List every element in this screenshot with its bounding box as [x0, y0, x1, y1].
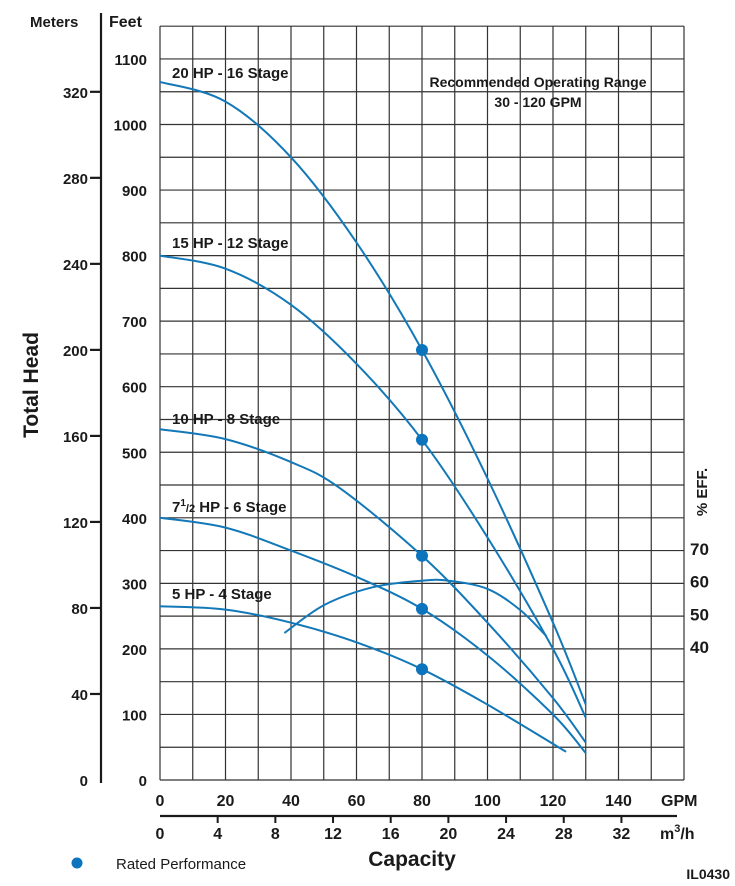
series-label-7-5hp-denominator: /2 [186, 503, 195, 515]
head-curve-1 [159, 254, 587, 719]
legend-rated-dot [71, 857, 83, 869]
meter-tick-label: 120 [63, 515, 88, 532]
gpm-tick-labels: 0 20 40 60 80 100 120 140 [156, 793, 632, 810]
head-curve-4 [159, 605, 567, 753]
efficiency-tick-label: 60 [690, 573, 709, 592]
efficiency-axis-title: % EFF. [694, 468, 711, 516]
rated-point-dot [416, 663, 428, 676]
figure-code: IL0430 [686, 866, 730, 882]
feet-tick-label: 300 [122, 576, 147, 593]
meter-tick-label: 240 [63, 257, 88, 274]
feet-tick-label: 400 [122, 511, 147, 528]
operating-range-title: Recommended Operating Range [429, 74, 646, 90]
efficiency-tick-label: 50 [690, 605, 709, 624]
feet-tick-label: 600 [122, 380, 147, 397]
m3h-unit-tail: /h [680, 826, 694, 843]
rated-point-dot [416, 549, 428, 562]
gpm-tick-label: 100 [474, 793, 501, 810]
feet-tick-label: 100 [122, 707, 147, 724]
m3h-tick-label: 28 [555, 826, 573, 843]
series-label-7-5hp-rest: HP - 6 Stage [195, 499, 286, 516]
feet-tick-label: 800 [122, 249, 147, 266]
efficiency-tick-label: 70 [690, 540, 709, 559]
m3h-tick-label: 24 [497, 826, 515, 843]
y-axis-title: Total Head [20, 332, 43, 438]
meter-tick-label: 280 [63, 171, 88, 188]
rated-points [416, 343, 428, 676]
meter-tick-label: 80 [71, 601, 88, 618]
m3h-tick-label: 4 [213, 826, 222, 843]
legend-rated-label: Rated Performance [116, 856, 246, 873]
gpm-tick-label: 0 [156, 793, 165, 810]
x-axis-title: Capacity [368, 848, 456, 871]
m3h-tick-label: 8 [271, 826, 280, 843]
gpm-tick-label: 40 [282, 793, 300, 810]
feet-tick-label: 200 [122, 642, 147, 659]
m3h-tick-labels: 0 4 8 12 16 20 24 28 32 [156, 816, 631, 843]
feet-tick-label: 500 [122, 445, 147, 462]
meter-tick-label: 0 [80, 773, 88, 790]
feet-axis-header: Feet [109, 14, 143, 31]
chart-grid [159, 25, 685, 781]
series-label-7-5hp: 71/2 HP - 6 Stage [172, 498, 287, 516]
meter-tick-label: 40 [71, 687, 88, 704]
feet-tick-label: 700 [122, 314, 147, 331]
m3h-tick-label: 32 [613, 826, 631, 843]
gpm-tick-label: 60 [348, 793, 366, 810]
efficiency-curve [283, 578, 548, 638]
gpm-tick-label: 120 [540, 793, 567, 810]
feet-tick-label: 1000 [114, 118, 147, 135]
feet-tick-label: 0 [139, 773, 147, 790]
rated-point-dot [416, 343, 428, 356]
m3h-tick-label: 12 [324, 826, 342, 843]
head-curve-0 [159, 80, 587, 705]
meter-tick-label: 160 [63, 429, 88, 446]
m3h-tick-label: 20 [439, 826, 457, 843]
feet-tick-label: 900 [122, 183, 147, 200]
operating-range-value: 30 - 120 GPM [494, 94, 581, 110]
efficiency-tick-labels: 70 60 50 40 [690, 540, 709, 657]
gpm-tick-label: 80 [413, 793, 431, 810]
feet-tick-label: 1100 [114, 52, 147, 69]
head-curve-2 [159, 428, 587, 744]
series-label-7-5hp-whole: 7 [172, 499, 180, 516]
m3h-unit-base: m [660, 826, 674, 843]
series-label-20hp: 20 HP - 16 Stage [172, 65, 288, 82]
head-curve-3 [159, 516, 587, 754]
rated-point-dot [416, 602, 428, 615]
meter-tick-label: 320 [63, 85, 88, 102]
m3h-unit-label: m3/h [660, 823, 695, 843]
m3h-unit-sup: 3 [674, 823, 680, 835]
efficiency-curve-group [283, 578, 548, 638]
efficiency-tick-label: 40 [690, 638, 709, 657]
feet-tick-labels: 0 100 200 300 400 500 600 700 800 900 1000 1100 [114, 52, 147, 790]
series-label-10hp: 10 HP - 8 Stage [172, 411, 280, 428]
m3h-tick-label: 0 [156, 826, 165, 843]
rated-point-dot [416, 433, 428, 446]
meter-tick-labels: 0 40 80 120 160 200 240 280 320 [63, 85, 101, 790]
meter-tick-label: 200 [63, 343, 88, 360]
gpm-tick-label: 140 [605, 793, 632, 810]
meters-axis-header: Meters [30, 14, 78, 31]
gpm-tick-label: 20 [217, 793, 235, 810]
head-curves [159, 80, 587, 754]
series-label-7-5hp-numerator: 1 [180, 498, 186, 509]
m3h-tick-label: 16 [382, 826, 400, 843]
gpm-unit-label: GPM [661, 793, 697, 810]
series-label-15hp: 15 HP - 12 Stage [172, 235, 288, 252]
series-label-5hp: 5 HP - 4 Stage [172, 586, 272, 603]
